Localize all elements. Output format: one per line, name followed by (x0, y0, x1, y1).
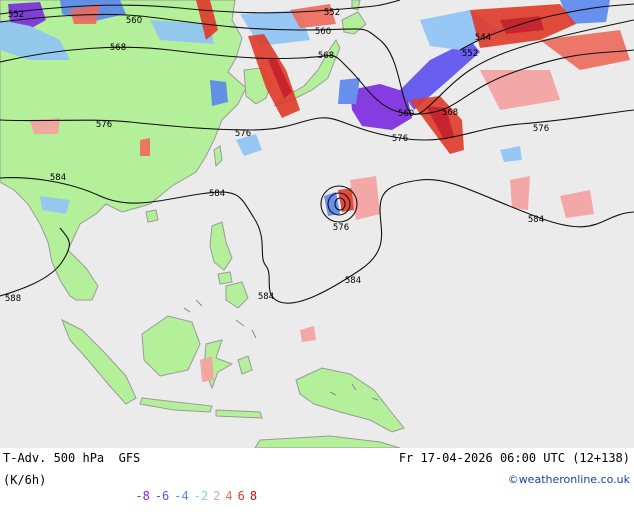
weather-map: 552 560 552 568 560 568 544 552 576 576 … (0, 0, 634, 448)
contour-560 (0, 13, 634, 115)
contour-576 (0, 109, 634, 141)
contour-label: 588 (5, 294, 21, 304)
legend-value: -8 (135, 489, 150, 503)
legend-value: -2 (193, 489, 209, 503)
contour-labels: 552 560 552 568 560 568 544 552 576 576 … (5, 8, 549, 304)
cold-patch-taiwan (236, 134, 262, 156)
contour-label: 568 (110, 43, 126, 53)
land-asia-mainland (0, 0, 247, 301)
land-borneo (141, 315, 201, 377)
cold-patch-korea (210, 80, 228, 106)
contour-label: 552 (324, 8, 340, 18)
contour-label: 584 (258, 292, 274, 302)
cold-patch-e1 (500, 146, 522, 162)
typhoon-contour-outer (320, 185, 358, 223)
land-australia-top (254, 435, 401, 448)
contour-label: 560 (126, 16, 142, 26)
contour-label: 584 (528, 215, 544, 225)
legend-value: 2 (213, 489, 221, 503)
contour-label: 576 (96, 120, 112, 130)
legend-value: 8 (249, 489, 258, 503)
typhoon-contour-inner (334, 197, 346, 211)
land-luzon (209, 221, 233, 271)
contour-label: 544 (475, 33, 491, 43)
land-lesser-sunda (215, 409, 263, 419)
land-kalimantan-islands (237, 355, 253, 375)
contour-label: 552 (8, 10, 24, 20)
warm-patch-ne-dark (426, 106, 454, 140)
contour-label: 552 (462, 49, 478, 59)
warm-patch-china (30, 118, 60, 134)
contour-584 (0, 177, 634, 304)
contour-label: 584 (345, 276, 361, 286)
warm-patch-nw (70, 4, 100, 24)
contour-label: 568 (442, 108, 458, 118)
contour-588 (0, 227, 70, 297)
warm-patch-sea (200, 356, 214, 382)
warm-patch-far-ne (540, 30, 630, 70)
map-footer: T-Adv. 500 hPa GFS Fr 17-04-2026 06:00 U… (0, 448, 634, 503)
cold-patch-typhoon (324, 192, 340, 216)
color-legend: -8 -6 -4 -2 2 4 6 8 (92, 472, 262, 520)
map-title: T-Adv. 500 hPa GFS (3, 451, 141, 465)
contour-label: 576 (333, 223, 349, 233)
cold-patch-ne-far (560, 0, 610, 24)
footer-row-title: T-Adv. 500 hPa GFS Fr 17-04-2026 06:00 U… (0, 450, 634, 466)
contour-label: 584 (50, 173, 66, 183)
land-new-guinea (295, 367, 405, 433)
contour-544 (459, 3, 634, 51)
contour-label: 576 (235, 129, 251, 139)
height-contours (0, 0, 634, 304)
cold-patch-ne-band (400, 40, 480, 110)
warm-patch-ne-mid (480, 70, 560, 110)
warm-patch-png (300, 326, 316, 342)
credit-link[interactable]: ©weatheronline.co.uk (507, 473, 630, 486)
legend-value: 4 (225, 489, 233, 503)
contour-label: 560 (315, 27, 331, 37)
warm-patch-far-e (560, 190, 594, 218)
units-label: (K/6h) (3, 473, 47, 487)
valid-time: Fr 17-04-2026 06:00 UTC (12+138) (398, 451, 630, 465)
cold-patch-nw-light (0, 20, 70, 60)
warm-advection-areas (30, 0, 630, 382)
warm-patch-korea-band2 (268, 58, 292, 98)
warm-patch-typhoon-ring (350, 176, 380, 220)
coast-png-islands (329, 383, 379, 401)
contour-label: 560 (398, 109, 414, 119)
land-hainan (145, 209, 159, 223)
cold-patch-jp-east-deep (350, 84, 412, 130)
coast-islands-sea (183, 299, 257, 339)
footer-row-legend: (K/6h) -8 -6 -4 -2 2 4 6 8 ©weatheronline.co.uk (0, 472, 634, 503)
cold-patch-jp-east (338, 78, 360, 104)
warm-patch-korea-band (248, 34, 300, 118)
contour-552 (0, 0, 401, 15)
land-java (139, 397, 213, 413)
typhoon-contour-mid (327, 192, 351, 216)
legend-value: 6 (237, 489, 245, 503)
warm-patch-china2 (140, 138, 150, 156)
land-sumatra (61, 318, 137, 405)
cold-patch-nw (8, 2, 46, 30)
land-japan (273, 39, 341, 107)
land-mindanao (225, 281, 249, 309)
land-visayas (217, 271, 233, 285)
contour-label: 568 (318, 51, 334, 61)
legend-value: -6 (154, 489, 170, 503)
cold-patch-n2 (150, 20, 214, 44)
legend-value: -4 (174, 489, 189, 503)
warm-patch-e (510, 176, 530, 210)
land-taiwan (213, 145, 223, 168)
coastline-details (183, 299, 379, 401)
cold-patch-sw (40, 196, 70, 214)
contour-label: 576 (392, 134, 408, 144)
land-masses (0, 0, 405, 448)
cold-advection-areas (0, 0, 610, 216)
contour-568 (0, 46, 634, 115)
contour-label: 584 (209, 189, 225, 199)
contour-label: 576 (533, 124, 549, 134)
